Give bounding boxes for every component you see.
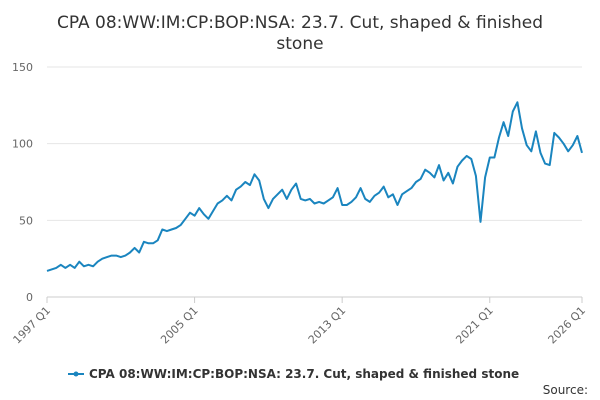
- y-tick-label: 0: [26, 291, 33, 304]
- source: Source:: [543, 383, 588, 397]
- chart-title: CPA 08:WW:IM:CP:BOP:NSA: 23.7. Cut, shap…: [57, 13, 543, 54]
- legend-marker: [73, 371, 79, 377]
- y-tick-label: 100: [12, 138, 33, 151]
- x-tick-label: 2026 Q1: [546, 304, 589, 347]
- y-tick-label: 50: [19, 214, 33, 227]
- x-tick-label: 1997 Q1: [11, 304, 54, 347]
- legend-label: CPA 08:WW:IM:CP:BOP:NSA: 23.7. Cut, shap…: [89, 367, 519, 381]
- x-tick-label: 2013 Q1: [306, 304, 349, 347]
- x-tick-label: 2021 Q1: [453, 304, 496, 347]
- series-line: [46, 101, 583, 272]
- x-tick-label: 2005 Q1: [158, 304, 201, 347]
- y-tick-label: 150: [12, 61, 33, 74]
